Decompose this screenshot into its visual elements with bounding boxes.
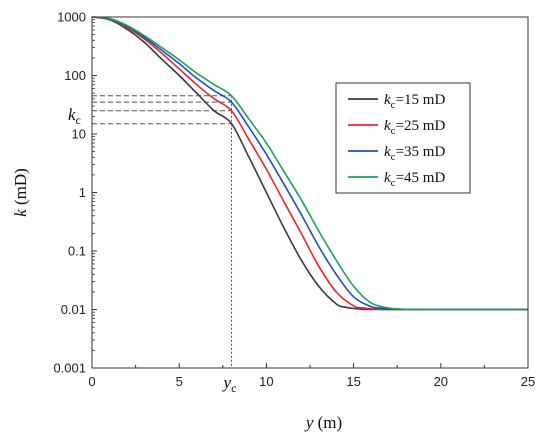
legend-label-sub: c bbox=[391, 177, 396, 189]
y-axis-label-unit: (mD) bbox=[11, 168, 30, 209]
x-axis-label-unit: (m) bbox=[313, 413, 342, 432]
y-tick-label: 0.01 bbox=[61, 302, 86, 317]
series-line-2 bbox=[91, 16, 528, 311]
series-layer bbox=[91, 16, 528, 311]
legend-label-rest: =15 mD bbox=[396, 92, 446, 108]
y-tick-label: 1000 bbox=[57, 10, 86, 25]
kc-label: kc bbox=[68, 105, 81, 127]
legend-box bbox=[335, 82, 471, 194]
kc-label-main: k bbox=[68, 105, 76, 124]
legend-label-main: k bbox=[384, 144, 391, 160]
y-tick-label: 0.1 bbox=[68, 244, 86, 259]
axes: 0 5 10 15 20 25 0.001 0.01 0.1 1 10 100 1000 y (m) k (… bbox=[11, 10, 535, 433]
x-tick-label: 15 bbox=[346, 374, 360, 389]
y-tick-label: 10 bbox=[72, 127, 86, 142]
y-tick-label: 1 bbox=[79, 185, 86, 200]
legend-label-3: kc=35 mD bbox=[384, 144, 445, 163]
legend-label-main: k bbox=[384, 118, 391, 134]
x-tick-label: 25 bbox=[521, 374, 535, 389]
legend-label-main: k bbox=[384, 92, 391, 108]
x-tick-label: 10 bbox=[259, 374, 273, 389]
y-axis-label: k (mD) bbox=[11, 168, 30, 217]
x-axis-label-var: y bbox=[304, 413, 314, 432]
x-axis-label: y (m) bbox=[304, 413, 342, 432]
legend-label-sub: c bbox=[391, 99, 396, 111]
y-tick-label: 0.001 bbox=[53, 361, 86, 376]
x-tick-label: 0 bbox=[88, 374, 95, 389]
legend-label-4: kc=45 mD bbox=[384, 170, 445, 189]
legend-label-sub: c bbox=[391, 125, 396, 137]
legend-label-sub: c bbox=[391, 151, 396, 163]
yc-label-main: y bbox=[222, 373, 232, 392]
y-tick-label: 100 bbox=[64, 68, 86, 83]
legend-label-1: kc=15 mD bbox=[384, 92, 445, 111]
x-tick-label: 5 bbox=[176, 374, 183, 389]
x-tick-label: 20 bbox=[434, 374, 448, 389]
yc-label: yc bbox=[222, 373, 237, 395]
yc-label-sub: c bbox=[231, 381, 236, 395]
legend-label-2: kc=25 mD bbox=[384, 118, 445, 137]
legend-label-rest: =25 mD bbox=[396, 118, 446, 134]
y-axis-label-var: k bbox=[11, 209, 30, 217]
legend-label-main: k bbox=[384, 170, 391, 186]
legend-label-rest: =35 mD bbox=[396, 144, 446, 160]
kc-label-sub: c bbox=[76, 113, 81, 127]
series-line-4 bbox=[91, 16, 528, 311]
legend-label-rest: =45 mD bbox=[396, 170, 446, 186]
